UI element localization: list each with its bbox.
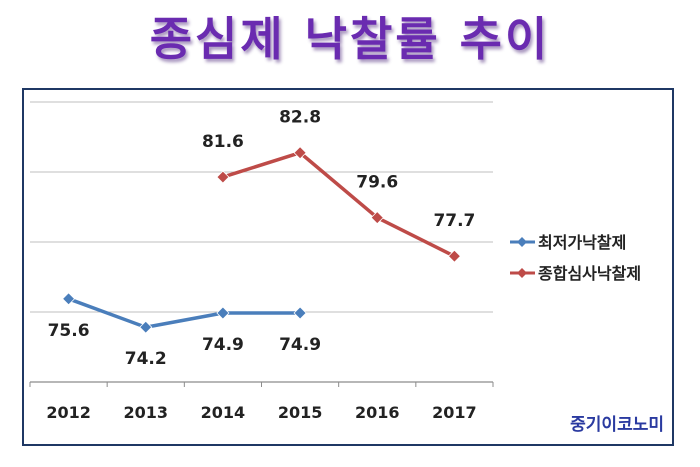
data-label: 75.6 (48, 321, 90, 341)
data-point (293, 146, 307, 160)
data-label: 79.6 (356, 173, 398, 193)
x-tick-label: 2017 (432, 403, 477, 422)
x-tick-label: 2014 (201, 403, 246, 422)
page-title: 종심제 낙찰률 추이 (149, 12, 551, 66)
watermark-logo: 중기이코노미 (570, 415, 664, 435)
legend-marker-0 (517, 237, 527, 247)
data-point (370, 211, 384, 225)
series-line-1 (222, 150, 456, 258)
legend-label: 최저가낙찰제 (538, 233, 626, 252)
legend-label: 종합심사낙찰제 (538, 264, 641, 283)
data-label: 74.2 (125, 349, 167, 369)
data-label: 82.8 (279, 108, 321, 128)
x-tick-label: 2016 (355, 403, 400, 422)
x-tick-label: 2012 (46, 403, 91, 422)
data-label: 74.9 (279, 335, 321, 355)
x-axis: 2012 2013 2014 2015 2016 2017 (29, 381, 494, 422)
data-point (293, 306, 307, 320)
x-tick-label: 2013 (123, 403, 168, 422)
data-label: 74.9 (202, 335, 244, 355)
chart-frame (22, 88, 674, 446)
x-tick-label: 2015 (278, 403, 323, 422)
data-point (216, 170, 230, 184)
series-line-0 (67, 297, 301, 329)
gridlines (30, 101, 493, 313)
data-point (62, 292, 76, 306)
legend-marker-1 (517, 268, 527, 278)
data-label: 77.7 (433, 211, 475, 231)
data-labels: 75.6 74.2 74.9 74.9 81.6 82.8 79.6 77.7 (48, 108, 476, 369)
data-label: 81.6 (202, 132, 244, 152)
data-point (216, 306, 230, 320)
series-layer (62, 146, 461, 334)
data-point (139, 320, 153, 334)
data-point (447, 249, 461, 263)
